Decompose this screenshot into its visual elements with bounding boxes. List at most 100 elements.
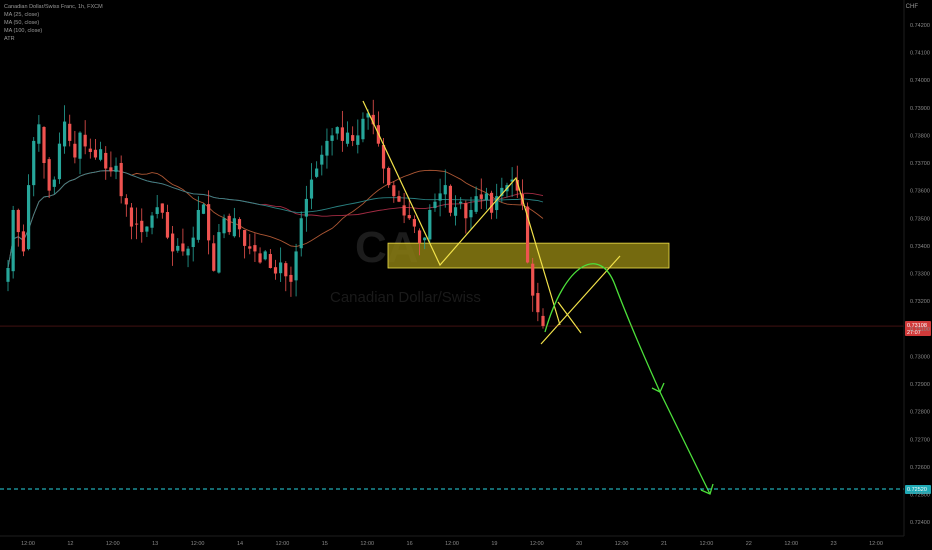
candle-body [263,251,267,260]
candle-body [464,203,468,219]
candle-body [433,201,437,209]
candle-body [387,167,391,186]
candle-body [6,268,10,282]
candle-body [525,206,530,263]
time-tick-label: 12:00 [106,541,120,547]
time-tick-label: 13 [152,541,158,547]
candle-body [145,226,149,232]
candle-body [88,148,92,152]
candle-body [273,267,278,274]
candle-body [114,165,118,172]
projection-path [544,263,711,495]
symbol-title[interactable]: Canadian Dollar/Swiss Franc, 1h, FXCM [4,4,103,10]
candle-body [381,144,386,169]
candle-body [171,233,175,252]
price-tick-label: 0.73000 [910,354,930,360]
candle-body [52,179,56,187]
candle-body [500,187,504,196]
currency-label: CHF [905,4,918,10]
candle-body [83,134,87,147]
chart-legend: Canadian Dollar/Swiss Franc, 1h, FXCM MA… [4,3,103,43]
candle-body [11,209,15,272]
time-tick-label: 22 [746,541,752,547]
time-tick-label: 12:00 [191,541,205,547]
candle-body [124,198,128,205]
price-tick-label: 0.72800 [910,410,930,416]
time-tick-label: 23 [831,541,837,547]
candle-body [62,121,67,147]
candle-body [294,251,298,281]
candle-body [176,245,180,251]
price-tick-label: 0.74200 [910,23,930,29]
candle-body [479,194,483,199]
time-tick-label: 12:00 [700,541,714,547]
candle-body [284,263,288,277]
time-tick-label: 12:00 [869,541,883,547]
candle-body [366,113,370,118]
price-countdown: 27:07 [907,330,921,336]
candle-body [196,209,200,240]
candle-body [531,263,535,296]
candle-body [351,135,355,141]
candle-body [423,237,427,241]
candle-body [155,207,159,214]
price-tick-label: 0.72600 [910,465,930,471]
candle-body [42,127,46,164]
candle-body [243,230,247,246]
candle-body [98,149,103,160]
candle-body [407,215,411,219]
current-price-badge [905,321,931,337]
candle-body [268,254,272,268]
legend-ma50[interactable]: MA (50, close) [4,20,40,26]
candle-body [109,167,113,172]
candle-body [248,246,252,249]
candle-body [417,230,422,244]
price-tick-label: 0.73500 [910,216,930,222]
candle-body [227,215,231,233]
candle-body [32,140,36,186]
legend-atr[interactable]: ATR [4,36,15,42]
candle-body [160,203,164,213]
candle-body [181,243,185,252]
candle-body [515,180,519,191]
candle-body [104,152,108,169]
ma100-line [7,170,544,269]
candle-body [392,185,396,197]
price-tick-label: 0.73800 [910,133,930,139]
price-tick-label: 0.73600 [910,189,930,195]
candle-body [541,315,545,327]
candle-body [397,196,401,202]
price-tick-label: 0.72700 [910,437,930,443]
candle-body [135,223,139,225]
candle-body [412,219,416,227]
candle-body [438,193,442,201]
candle-body [309,179,314,199]
candle-body [325,140,329,156]
candle-body [484,193,489,201]
candle-body [340,127,344,141]
time-tick-label: 15 [322,541,328,547]
legend-ma100[interactable]: MA (100, close) [4,28,43,34]
time-tick-label: 12:00 [276,541,290,547]
candle-body [469,209,473,218]
candle-body [16,209,20,233]
candle-body [536,293,540,313]
candle-body [489,192,494,213]
candle-body [443,185,447,195]
price-tick-label: 0.73300 [910,272,930,278]
candle-body [345,132,350,144]
time-tick-label: 20 [576,541,582,547]
candle-body [510,179,514,182]
candle-body [315,168,319,177]
time-tick-label: 12:00 [784,541,798,547]
price-tick-label: 0.73900 [910,106,930,112]
legend-ma25[interactable]: MA (25, close) [4,12,40,18]
candle-body [93,149,98,158]
price-tick-label: 0.73400 [910,244,930,250]
candle-body [304,198,308,217]
price-tick-label: 0.73200 [910,299,930,305]
time-tick-label: 12:00 [445,541,459,547]
candle-body [47,159,51,191]
time-tick-label: 12:00 [360,541,374,547]
